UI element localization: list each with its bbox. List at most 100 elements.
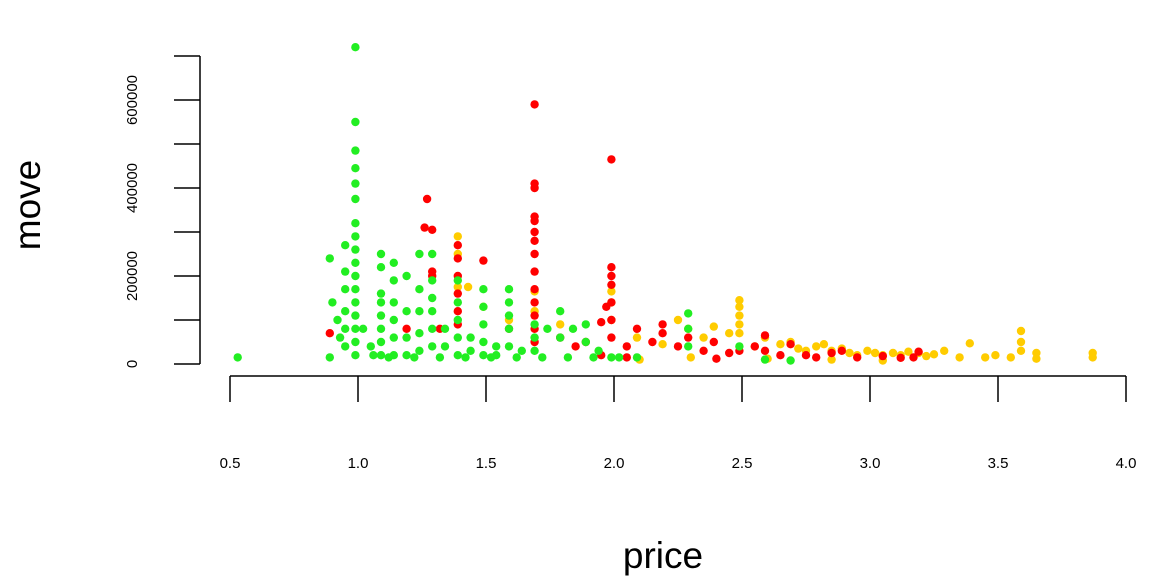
data-point (530, 311, 539, 320)
data-point (597, 318, 606, 327)
data-point (341, 241, 350, 250)
data-point (914, 347, 923, 356)
data-point (428, 342, 437, 351)
data-point (453, 351, 462, 360)
data-point (422, 194, 432, 204)
data-point (1006, 353, 1015, 362)
data-point (351, 285, 360, 294)
data-point (428, 293, 437, 303)
data-point (530, 249, 539, 259)
data-point (632, 353, 642, 362)
data-point (614, 353, 624, 362)
data-point (492, 342, 501, 351)
data-point (466, 346, 475, 355)
data-point (517, 346, 526, 355)
data-point (965, 339, 974, 348)
data-point (760, 355, 770, 364)
data-point (325, 254, 334, 263)
data-point (351, 164, 360, 173)
data-point (991, 351, 1000, 360)
y-axis: 0 200000 400000 600000 (124, 55, 201, 368)
data-point (530, 285, 539, 294)
data-point (827, 355, 836, 364)
data-point (863, 346, 872, 355)
data-point (389, 333, 398, 342)
data-point (819, 340, 829, 349)
data-point (622, 342, 631, 351)
data-point (351, 258, 360, 267)
data-point (581, 320, 590, 329)
data-point (563, 353, 573, 362)
data-point (1016, 337, 1026, 347)
data-point (453, 241, 462, 250)
data-point (837, 346, 846, 355)
data-point (479, 256, 488, 265)
x-tick-label: 1.0 (348, 455, 369, 472)
data-point (530, 267, 539, 276)
data-point (909, 353, 918, 362)
data-point (335, 333, 345, 342)
data-point (328, 298, 337, 307)
data-point (453, 298, 462, 307)
data-point (530, 216, 539, 226)
data-point (453, 254, 462, 263)
data-point (351, 146, 360, 155)
y-tick-label: 600000 (124, 75, 141, 125)
data-point (440, 342, 450, 351)
data-point (479, 351, 488, 360)
data-point (389, 315, 398, 325)
x-tick-label: 3.0 (860, 455, 881, 472)
data-point (415, 307, 424, 316)
data-point (812, 342, 821, 351)
data-point (463, 282, 473, 292)
data-point (420, 223, 429, 232)
data-point (735, 320, 744, 329)
data-point (341, 342, 350, 351)
data-point (325, 353, 334, 362)
data-point (530, 236, 539, 245)
data-point (415, 346, 424, 355)
data-point (453, 276, 462, 285)
data-point (440, 324, 450, 333)
data-point (922, 351, 931, 361)
data-point (341, 267, 350, 276)
data-point (366, 342, 375, 351)
data-point (415, 285, 424, 294)
data-point (351, 351, 360, 360)
data-point (504, 285, 514, 294)
data-point (543, 324, 552, 333)
data-point (376, 263, 386, 272)
data-point (376, 298, 386, 307)
data-point (786, 340, 795, 349)
data-points (233, 43, 1097, 365)
data-point (760, 346, 770, 355)
data-point (351, 117, 360, 127)
data-point (725, 329, 734, 338)
data-point (538, 353, 547, 362)
data-point (709, 337, 718, 347)
data-point (776, 340, 785, 349)
data-point (428, 276, 437, 285)
data-point (735, 342, 744, 351)
data-point (351, 311, 360, 320)
data-point (402, 324, 411, 333)
data-point (461, 353, 470, 362)
data-point (607, 155, 616, 164)
data-point (699, 333, 708, 342)
data-point (351, 298, 360, 307)
data-point (929, 350, 939, 359)
data-point (376, 249, 386, 259)
data-point (415, 249, 424, 259)
data-point (466, 333, 475, 342)
data-point (486, 353, 496, 362)
data-point (428, 324, 437, 333)
data-point (341, 285, 350, 294)
data-point (530, 298, 539, 307)
data-point (735, 329, 744, 338)
data-point (589, 353, 598, 362)
data-point (351, 324, 360, 333)
data-point (504, 298, 514, 307)
data-point (530, 100, 539, 109)
data-point (607, 333, 616, 342)
